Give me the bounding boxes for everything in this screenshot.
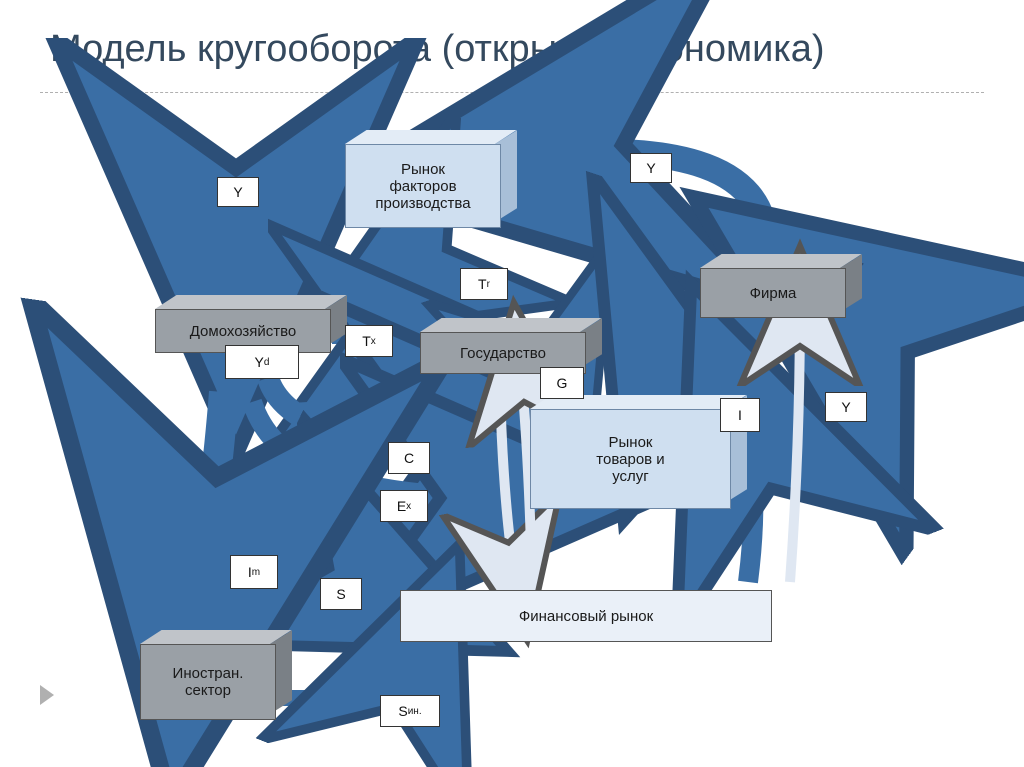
label-c: C xyxy=(388,442,430,474)
node-financial-market: Финансовый рынок xyxy=(400,590,772,642)
label-sin: Sин. xyxy=(380,695,440,727)
node-firm: Фирма xyxy=(700,254,862,312)
label-y-right: Y xyxy=(825,392,867,422)
arrow-gov-fin-down xyxy=(500,360,516,582)
arrow-gov-tr xyxy=(392,272,456,282)
arrow-im xyxy=(200,392,224,596)
node-government: Государство xyxy=(420,318,602,368)
label-tr: Tr xyxy=(460,268,508,300)
label-s: S xyxy=(320,578,362,610)
node-foreign-sector: Иностран. сектор xyxy=(140,630,292,714)
label-yd: Yd xyxy=(225,345,299,379)
arrow-sin xyxy=(278,648,418,698)
label-ex: Ex xyxy=(380,490,428,522)
label-y-topleft: Y xyxy=(217,177,259,207)
label-im: Im xyxy=(230,555,278,589)
label-g: G xyxy=(540,367,584,399)
node-household: Домохозяйство xyxy=(155,295,347,347)
label-i: I xyxy=(720,398,760,432)
label-tx: Tx xyxy=(345,325,393,357)
node-goods-market: Рынок товаров и услуг xyxy=(530,395,747,503)
node-factor-market: Рынок факторов производства xyxy=(345,130,517,222)
label-y-topright: Y xyxy=(630,153,672,183)
slide: { "title": "Модель кругооборота (открыта… xyxy=(0,0,1024,767)
